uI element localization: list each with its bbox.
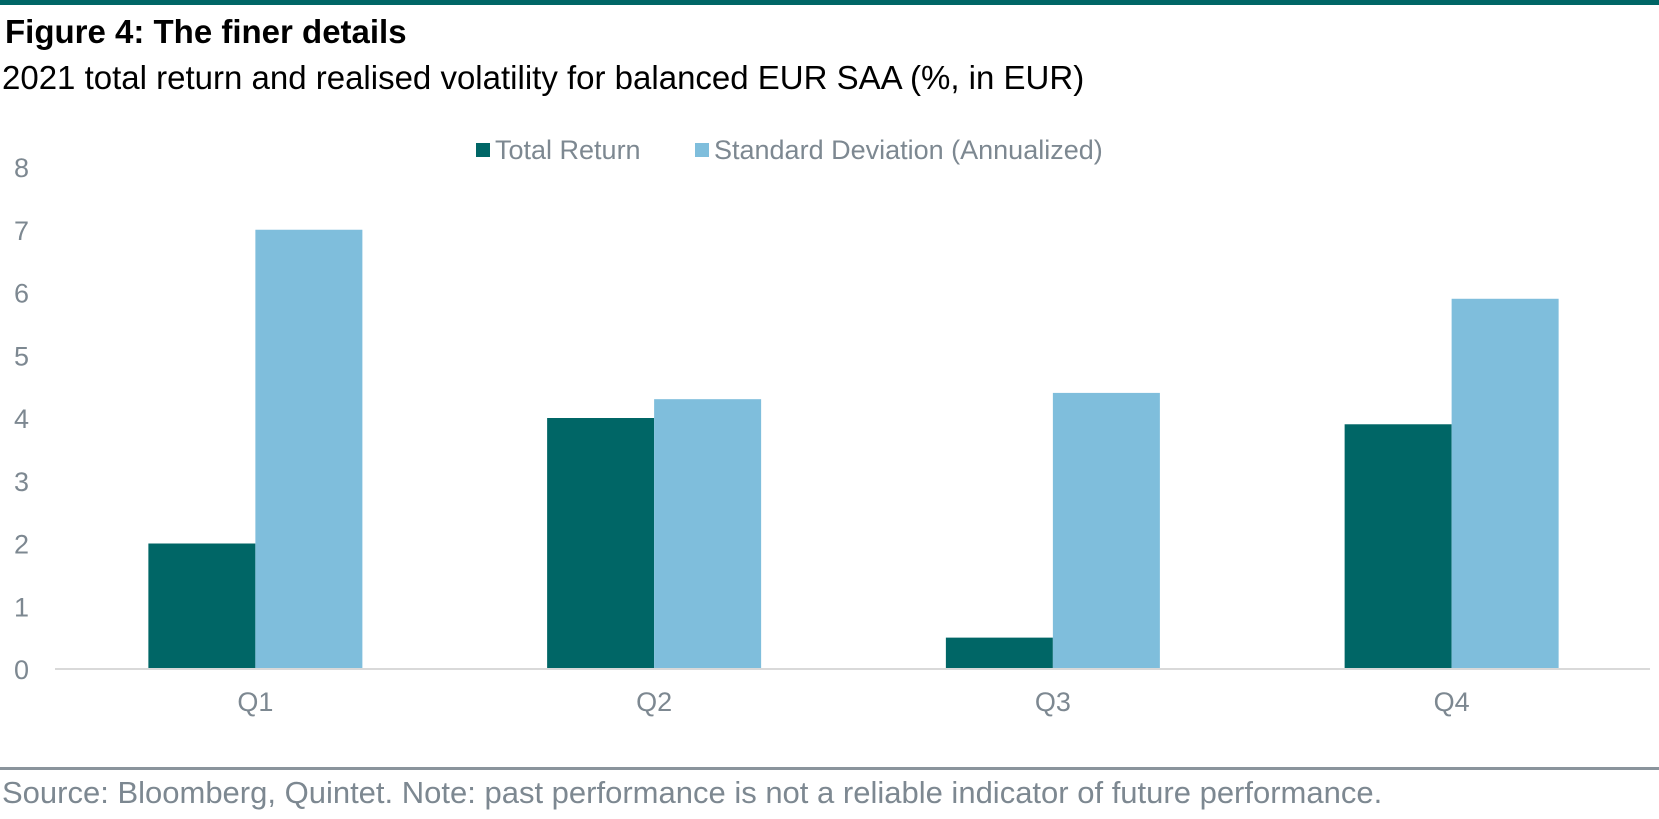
std-dev-bar [1451, 298, 1559, 669]
total-return-bar [945, 637, 1053, 669]
y-tick-label: 2 [14, 530, 29, 560]
legend-label-std-dev: Standard Deviation (Annualized) [714, 135, 1103, 165]
x-tick-label: Q1 [237, 687, 273, 717]
bar-group [148, 229, 1559, 669]
y-tick-label: 1 [14, 592, 29, 622]
x-tick-label: Q2 [636, 687, 672, 717]
y-tick-label: 5 [14, 341, 29, 371]
legend-label-total-return: Total Return [495, 135, 641, 165]
top-accent-rule [0, 0, 1659, 5]
y-tick-label: 4 [14, 404, 29, 434]
legend-swatch-std-dev [695, 143, 709, 157]
figure-subtitle: 2021 total return and realised volatilit… [2, 59, 1085, 96]
chart-legend: Total Return Standard Deviation (Annualiz… [476, 135, 1103, 165]
legend-swatch-total-return [476, 143, 490, 157]
std-dev-bar [255, 229, 363, 669]
total-return-bar [148, 543, 256, 669]
y-tick-label: 6 [14, 279, 29, 309]
y-tick-label: 7 [14, 216, 29, 246]
y-tick-label: 0 [14, 655, 29, 685]
total-return-bar [547, 418, 655, 669]
y-axis: 0 1 2 3 4 5 6 7 8 [14, 153, 29, 685]
bar-chart: Total Return Standard Deviation (Annualiz… [14, 135, 1650, 717]
std-dev-bar [1052, 392, 1160, 669]
std-dev-bar [654, 399, 762, 669]
figure-title: Figure 4: The finer details [5, 13, 407, 50]
bottom-rule [0, 767, 1659, 770]
y-tick-label: 3 [14, 467, 29, 497]
x-tick-label: Q4 [1434, 687, 1470, 717]
source-note: Source: Bloomberg, Quintet. Note: past p… [2, 775, 1383, 810]
y-tick-label: 8 [14, 153, 29, 183]
total-return-bar [1344, 424, 1452, 669]
x-tick-label: Q3 [1035, 687, 1071, 717]
x-axis: Q1 Q2 Q3 Q4 [55, 668, 1650, 717]
